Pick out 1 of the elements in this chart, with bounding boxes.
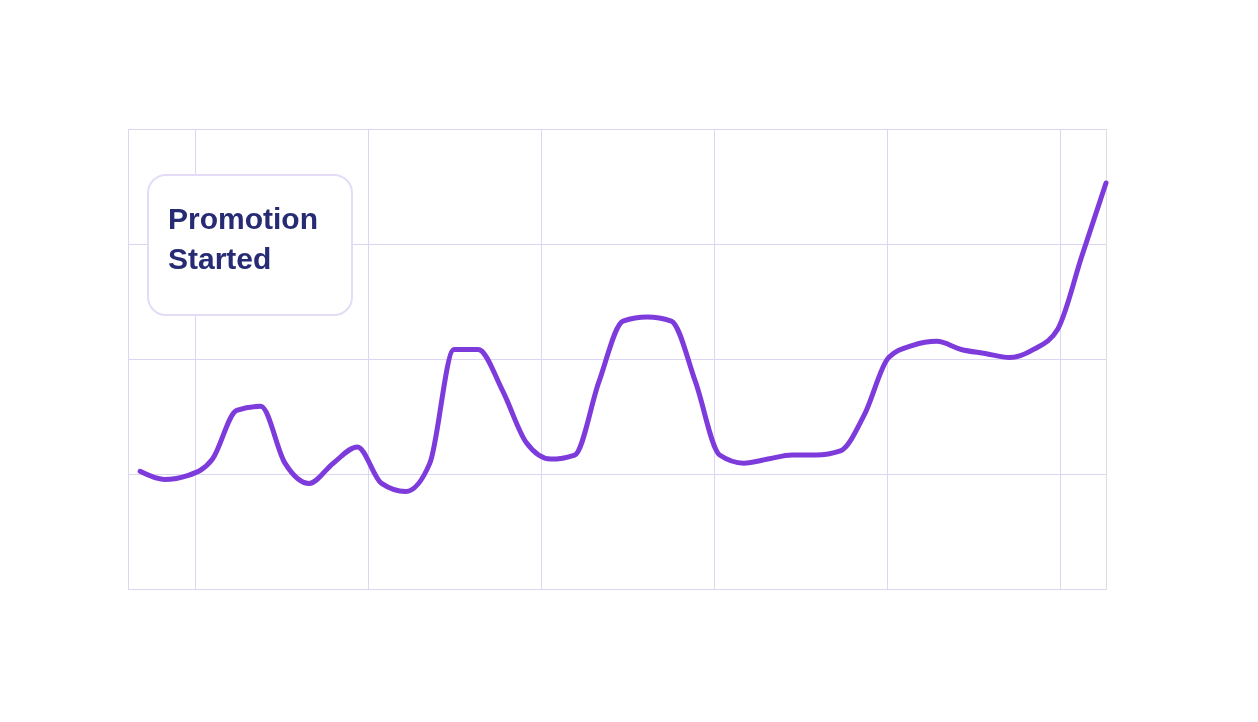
annotation: Promotion Started (168, 202, 318, 275)
